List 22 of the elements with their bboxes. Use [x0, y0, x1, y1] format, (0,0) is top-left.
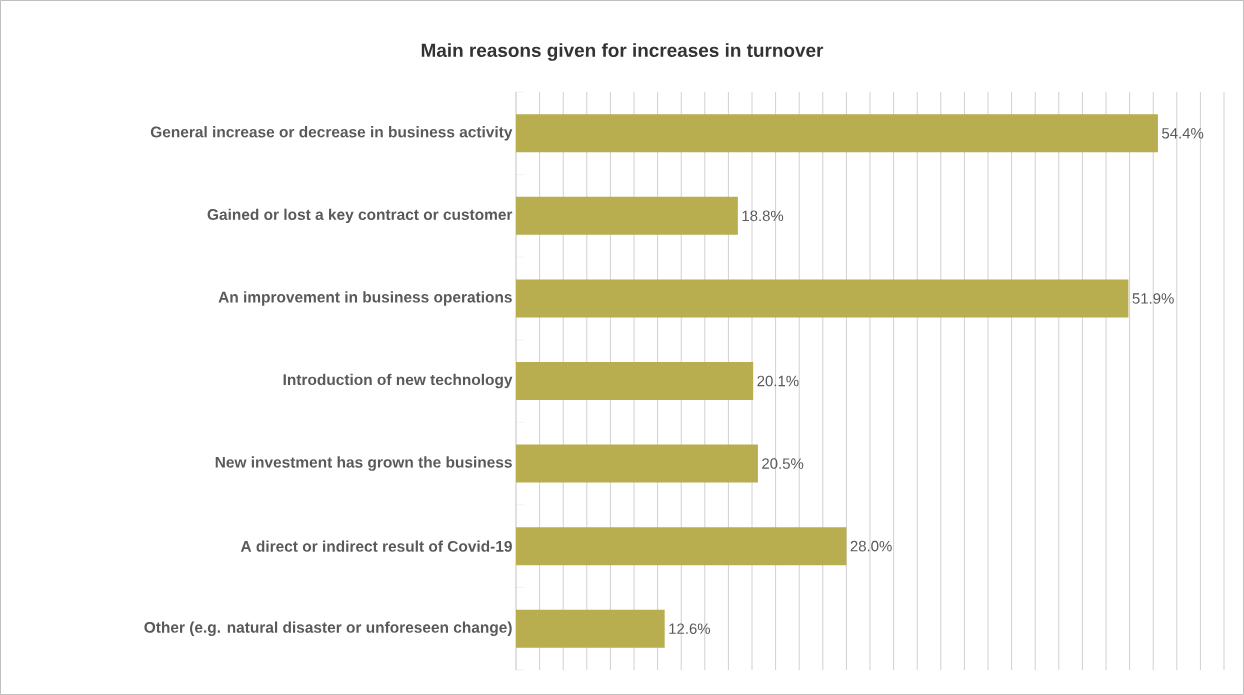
bar	[516, 114, 1158, 153]
data-label: 51.9%	[1132, 293, 1174, 304]
y-tick-label: New investment has grown the business	[215, 456, 512, 471]
bar	[516, 609, 665, 648]
y-tick-label: Introduction of new technology	[283, 373, 513, 389]
bar	[516, 362, 754, 401]
bar	[516, 444, 758, 483]
data-label: 28.0%	[850, 540, 892, 552]
data-label: 54.4%	[1162, 128, 1204, 139]
y-tick-label: An improvement in business operations	[218, 291, 512, 306]
data-label: 20.5%	[762, 458, 804, 469]
bar	[516, 527, 847, 566]
chart-title: Main reasons given for increases in turnover	[421, 43, 824, 61]
y-tick-label: A direct or indirect result of Covid-19	[240, 540, 512, 552]
bar	[516, 279, 1129, 318]
bar	[516, 196, 738, 235]
y-tick-label: Other (e.g. natural disaster or unforeseen change)	[144, 621, 512, 636]
y-tick-label: General increase or decrease in business activity	[150, 126, 513, 141]
data-label: 18.8%	[742, 210, 784, 222]
data-label: 12.6%	[669, 623, 711, 635]
data-label: 20.1%	[757, 375, 799, 387]
y-tick-label: Gained or lost a key contract or customer	[207, 208, 513, 224]
